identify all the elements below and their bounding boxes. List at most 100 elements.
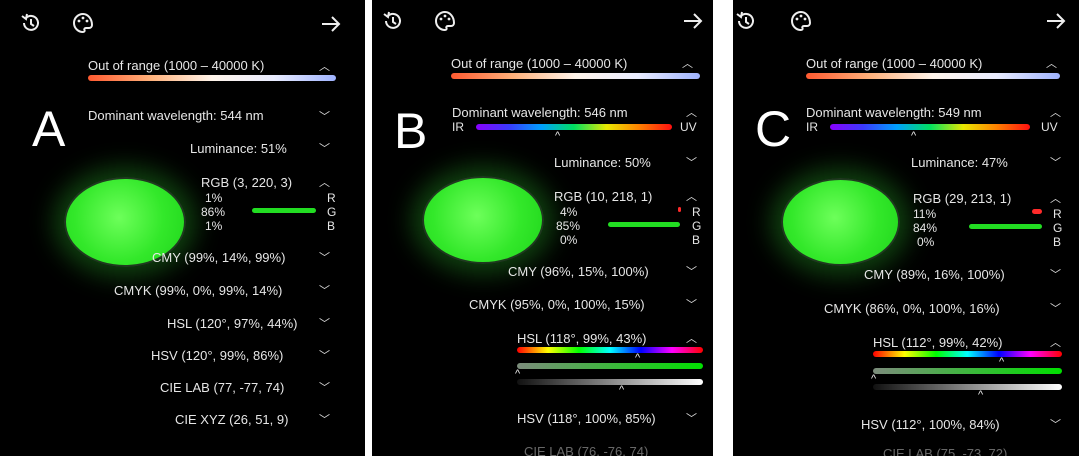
color-sample-circle (64, 177, 186, 267)
caret-marker-icon[interactable]: ^ (911, 130, 917, 142)
chevron-up-icon[interactable]: ︿ (319, 177, 330, 189)
hsl-label: HSL (112°, 99%, 42%) (873, 335, 1003, 350)
rgb-red-bar (1032, 209, 1042, 214)
arrow-right-icon[interactable] (320, 14, 342, 39)
chevron-down-icon[interactable]: ﹀ (319, 318, 330, 330)
caret-marker-icon[interactable]: ^ (515, 368, 521, 380)
saturation-bar (517, 363, 703, 369)
wavelength-label: Dominant wavelength: 544 nm (88, 108, 264, 123)
caret-marker-icon[interactable]: ^ (871, 373, 877, 385)
hsv-label: HSV (120°, 99%, 86%) (151, 348, 284, 363)
arrow-right-icon[interactable] (682, 11, 704, 36)
rgb-green-percent: 84% (913, 221, 938, 235)
channel-g-label: G (692, 219, 702, 233)
chevron-up-icon[interactable]: ︿ (1050, 193, 1061, 205)
chevron-down-icon[interactable]: ﹀ (686, 299, 697, 311)
chevron-down-icon[interactable]: ﹀ (1050, 269, 1061, 281)
cmy-label: CMY (89%, 16%, 100%) (864, 267, 1005, 282)
wavelength-label: Dominant wavelength: 546 nm (452, 105, 628, 120)
rgb-green-bar (252, 208, 316, 213)
caret-marker-icon[interactable]: ^ (999, 356, 1005, 368)
chevron-up-icon[interactable]: ︿ (1046, 58, 1057, 70)
rgb-red-percent: 4% (560, 205, 578, 219)
cie-xyz-label: CIE XYZ (26, 51, 9) (175, 412, 289, 427)
cmyk-label: CMYK (95%, 0%, 100%, 15%) (469, 297, 645, 312)
rgb-blue-percent: 0% (917, 235, 935, 249)
chevron-up-icon[interactable]: ︿ (686, 333, 697, 345)
cmyk-label: CMYK (86%, 0%, 100%, 16%) (824, 301, 1000, 316)
chevron-down-icon[interactable]: ﹀ (686, 413, 697, 425)
rgb-label: RGB (29, 213, 1) (913, 191, 1012, 206)
chevron-down-icon[interactable]: ﹀ (319, 111, 330, 123)
rgb-green-bar (608, 222, 680, 227)
chevron-down-icon[interactable]: ﹀ (686, 157, 697, 169)
temperature-gradient-bar (806, 73, 1060, 79)
chevron-down-icon[interactable]: ﹀ (319, 350, 330, 362)
chevron-down-icon[interactable]: ﹀ (319, 382, 330, 394)
channel-b-label: B (692, 233, 701, 247)
channel-r-label: R (327, 191, 336, 205)
rgb-label: RGB (3, 220, 3) (201, 175, 293, 190)
cie-lab-label: CIE LAB (76, -76, 74) (524, 444, 649, 456)
caret-marker-icon[interactable]: ^ (555, 130, 561, 142)
lightness-bar (873, 384, 1062, 390)
temperature-gradient-bar (451, 73, 700, 79)
palette-icon[interactable] (72, 12, 94, 39)
rgb-blue-percent: 0% (560, 233, 578, 247)
rgb-red-percent: 1% (205, 191, 223, 205)
panel-a: Out of range (1000 – 40000 K) ︿ A Domina… (0, 0, 365, 456)
cmy-label: CMY (96%, 15%, 100%) (508, 264, 649, 279)
cmy-label: CMY (99%, 14%, 99%) (152, 250, 286, 265)
hsl-label: HSL (118°, 99%, 43%) (517, 331, 647, 346)
rgb-green-percent: 85% (556, 219, 581, 233)
chevron-up-icon[interactable]: ︿ (686, 107, 697, 119)
chevron-up-icon[interactable]: ︿ (686, 191, 697, 203)
chevron-up-icon[interactable]: ︿ (1050, 107, 1061, 119)
history-icon[interactable] (735, 10, 757, 37)
channel-b-label: B (327, 219, 336, 233)
chevron-down-icon[interactable]: ﹀ (319, 285, 330, 297)
palette-icon[interactable] (790, 10, 812, 37)
panel-c: Out of range (1000 – 40000 K) ︿ C Domina… (733, 0, 1079, 456)
chevron-down-icon[interactable]: ﹀ (319, 252, 330, 264)
channel-g-label: G (1053, 221, 1063, 235)
chevron-down-icon[interactable]: ﹀ (686, 266, 697, 278)
rgb-blue-percent: 1% (205, 219, 223, 233)
hsv-label: HSV (112°, 100%, 84%) (861, 417, 1000, 432)
channel-r-label: R (1053, 207, 1062, 221)
ir-label: IR (806, 120, 818, 134)
hsv-label: HSV (118°, 100%, 85%) (517, 411, 656, 426)
arrow-right-icon[interactable] (1045, 11, 1067, 36)
hsl-label: HSL (120°, 97%, 44%) (167, 316, 298, 331)
history-icon[interactable] (20, 12, 42, 39)
panel-b: Out of range (1000 – 40000 K) ︿ B Domina… (372, 0, 713, 456)
luminance-label: Luminance: 47% (911, 155, 1008, 170)
uv-label: UV (680, 120, 697, 134)
luminance-label: Luminance: 51% (190, 141, 287, 156)
chevron-up-icon[interactable]: ︿ (1050, 337, 1061, 349)
temperature-label: Out of range (1000 – 40000 K) (451, 56, 628, 71)
chevron-down-icon[interactable]: ﹀ (319, 143, 330, 155)
hue-bar (873, 351, 1062, 357)
chevron-down-icon[interactable]: ﹀ (319, 414, 330, 426)
chevron-down-icon[interactable]: ﹀ (1050, 419, 1061, 431)
rgb-red-bar (678, 207, 681, 212)
color-sample-circle (781, 178, 900, 266)
chevron-down-icon[interactable]: ﹀ (1050, 303, 1061, 315)
cie-lab-label: CIE LAB (77, -77, 74) (160, 380, 285, 395)
cmyk-label: CMYK (99%, 0%, 99%, 14%) (114, 283, 283, 298)
chevron-down-icon[interactable]: ﹀ (1050, 157, 1061, 169)
caret-marker-icon[interactable]: ^ (978, 389, 984, 401)
palette-icon[interactable] (434, 10, 456, 37)
chevron-up-icon[interactable]: ︿ (682, 58, 693, 70)
cie-lab-label: CIE LAB (75, -73, 72) (883, 446, 1008, 456)
history-icon[interactable] (382, 10, 404, 37)
lightness-bar (517, 379, 703, 385)
panel-letter: B (394, 103, 428, 159)
uv-label: UV (1041, 120, 1058, 134)
rgb-label: RGB (10, 218, 1) (554, 189, 653, 204)
caret-marker-icon[interactable]: ^ (635, 352, 641, 364)
caret-marker-icon[interactable]: ^ (619, 384, 625, 396)
channel-b-label: B (1053, 235, 1062, 249)
chevron-up-icon[interactable]: ︿ (319, 61, 330, 73)
